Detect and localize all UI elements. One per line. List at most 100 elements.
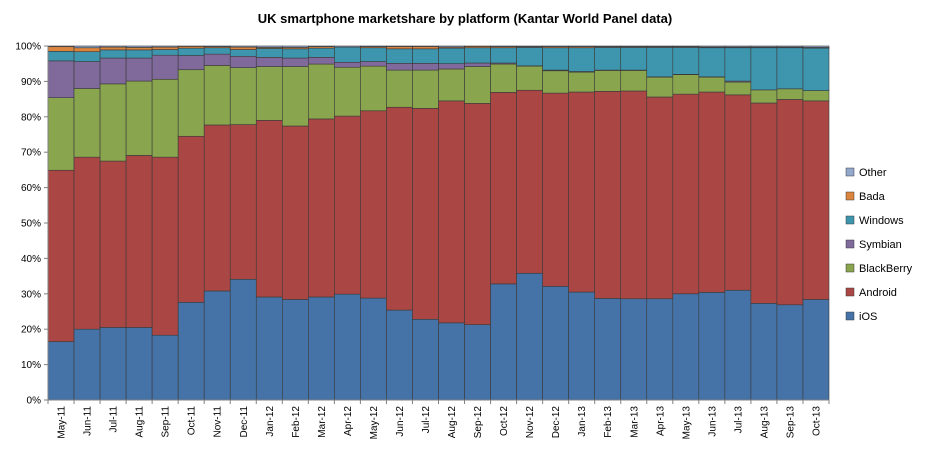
bar-segment-windows-jul-12 <box>412 48 439 64</box>
bar-segment-windows-jun-11 <box>73 51 101 62</box>
bar-segment-other-dec-11 <box>229 45 257 48</box>
bar-segment-android-may-11 <box>47 169 75 342</box>
bar-segment-other-aug-13 <box>750 45 778 48</box>
x-tick-label: Jan-12 <box>265 406 276 437</box>
bar-segment-ios-jul-13 <box>724 289 752 401</box>
x-tick-label: Jun-12 <box>395 406 406 437</box>
bar-segment-other-jul-12 <box>412 45 439 48</box>
bar-segment-windows-apr-13 <box>646 47 674 78</box>
bar-segment-blackberry-aug-11 <box>125 80 153 156</box>
bar-segment-ios-apr-13 <box>646 298 674 401</box>
bar-segment-windows-apr-12 <box>334 46 361 63</box>
x-tick-label: Dec-11 <box>239 406 250 438</box>
y-axis: 0% 10% 20% 30% 40% 50% 60% 70% 80% 90% 100% <box>15 42 49 407</box>
bar-segment-android-aug-11 <box>125 155 153 328</box>
y-tick-label: 80% <box>21 112 41 123</box>
y-tick-label: 60% <box>21 183 41 194</box>
bar-segment-ios-may-13 <box>672 293 700 401</box>
bar-segment-android-may-13 <box>672 93 700 295</box>
bar-segment-android-apr-12 <box>334 115 361 295</box>
bar-segment-android-dec-12 <box>542 92 569 287</box>
bar-segment-blackberry-may-13 <box>672 74 700 95</box>
bar-segment-blackberry-feb-13 <box>594 70 622 92</box>
x-tick-label: Jun-13 <box>707 406 718 437</box>
y-tick-label: 0% <box>27 396 42 407</box>
bar-segment-symbian-sep-11 <box>151 54 179 80</box>
bar-segment-symbian-oct-11 <box>177 55 205 71</box>
bar-segment-symbian-aug-11 <box>125 57 153 82</box>
y-tick-label: 20% <box>21 325 41 336</box>
bar-segment-ios-sep-11 <box>151 334 179 401</box>
y-tick-label: 90% <box>21 77 41 88</box>
legend-swatch-bada <box>845 191 855 201</box>
bar-segment-android-nov-11 <box>203 124 231 292</box>
legend-swatch-symbian <box>845 239 855 249</box>
x-tick-label: Aug-13 <box>759 406 770 439</box>
bar-segment-ios-sep-12 <box>464 324 491 401</box>
legend-swatch-other <box>845 167 855 177</box>
y-tick-label: 70% <box>21 148 41 159</box>
bar-segment-blackberry-oct-13 <box>802 90 830 102</box>
bar-segment-other-jul-13 <box>724 45 752 48</box>
bar-segment-ios-oct-12 <box>490 283 517 401</box>
bar-segment-android-jan-12 <box>255 120 283 298</box>
bar-segment-blackberry-sep-12 <box>464 66 491 104</box>
bar-segment-bada-dec-11 <box>229 46 257 50</box>
bar-segment-android-nov-12 <box>516 89 543 274</box>
bar-segment-ios-nov-11 <box>203 290 231 401</box>
bar-segment-android-jul-13 <box>724 94 752 291</box>
bar-segment-windows-jul-11 <box>99 49 127 59</box>
bar-segment-symbian-may-12 <box>360 61 387 67</box>
x-tick-label: Mar-13 <box>629 406 640 438</box>
bar-segment-windows-nov-12 <box>516 47 543 67</box>
bar-segment-ios-jun-11 <box>73 328 101 401</box>
bar-segment-other-oct-13 <box>802 45 830 48</box>
bar-segment-windows-jul-13 <box>724 47 752 82</box>
bar-segment-symbian-nov-11 <box>203 53 231 66</box>
x-tick-label: Sep-12 <box>473 406 484 439</box>
bar-segment-symbian-mar-12 <box>308 57 335 65</box>
bar-segment-ios-dec-11 <box>229 278 257 401</box>
bar-segment-android-aug-13 <box>750 102 778 304</box>
y-tick-label: 30% <box>21 289 41 300</box>
bar-segment-other-may-13 <box>672 45 700 48</box>
bar-segment-blackberry-jan-13 <box>568 71 595 93</box>
bar-segment-bada-aug-11 <box>125 47 153 51</box>
legend-label-other: Other <box>859 167 887 179</box>
x-tick-label: Jul-12 <box>421 406 432 434</box>
legend-swatch-android <box>845 287 855 297</box>
bar-segment-other-apr-13 <box>646 45 674 48</box>
bar-segment-blackberry-oct-11 <box>177 69 205 137</box>
bar-segment-android-sep-12 <box>464 103 491 325</box>
bar-segment-android-oct-13 <box>802 100 830 300</box>
bar-segment-blackberry-mar-12 <box>308 63 335 120</box>
bar-segment-android-jul-12 <box>412 108 439 320</box>
bar-segment-ios-jan-13 <box>568 291 595 401</box>
x-tick-label: Sep-13 <box>785 406 796 439</box>
bar-segment-blackberry-jul-12 <box>412 69 439 109</box>
bar-segment-other-jan-13 <box>568 45 595 48</box>
bar-segment-android-jul-11 <box>99 160 127 328</box>
bar-segment-other-mar-12 <box>308 45 335 48</box>
bar-segment-android-mar-12 <box>308 118 335 298</box>
bar-segment-android-mar-13 <box>620 90 648 300</box>
bar-segment-bada-jun-11 <box>73 47 101 52</box>
bar-segment-blackberry-aug-12 <box>438 68 465 102</box>
bar-segment-blackberry-dec-11 <box>229 67 257 125</box>
bar-segment-windows-jun-12 <box>386 48 413 64</box>
bar-segment-ios-jul-11 <box>99 327 127 401</box>
bar-segment-android-oct-11 <box>177 135 205 303</box>
bar-segment-blackberry-aug-13 <box>750 89 778 104</box>
legend-swatch-blackberry <box>845 263 855 273</box>
x-tick-label: Jul-11 <box>109 406 120 433</box>
chart-title: UK smartphone marketshare by platform (K… <box>258 11 672 26</box>
bar-segment-other-apr-12 <box>334 45 361 48</box>
bar-segment-other-nov-12 <box>516 45 543 48</box>
bar-segment-android-jun-12 <box>386 106 413 311</box>
bar-segment-other-feb-13 <box>594 45 622 48</box>
bar-segment-ios-apr-12 <box>334 293 361 401</box>
legend-label-ios: iOS <box>859 311 877 323</box>
x-tick-label: Apr-13 <box>655 406 666 436</box>
x-tick-label: Feb-12 <box>291 406 302 438</box>
legend: Other Bada Windows Symbian BlackBerry Android… <box>845 167 913 323</box>
